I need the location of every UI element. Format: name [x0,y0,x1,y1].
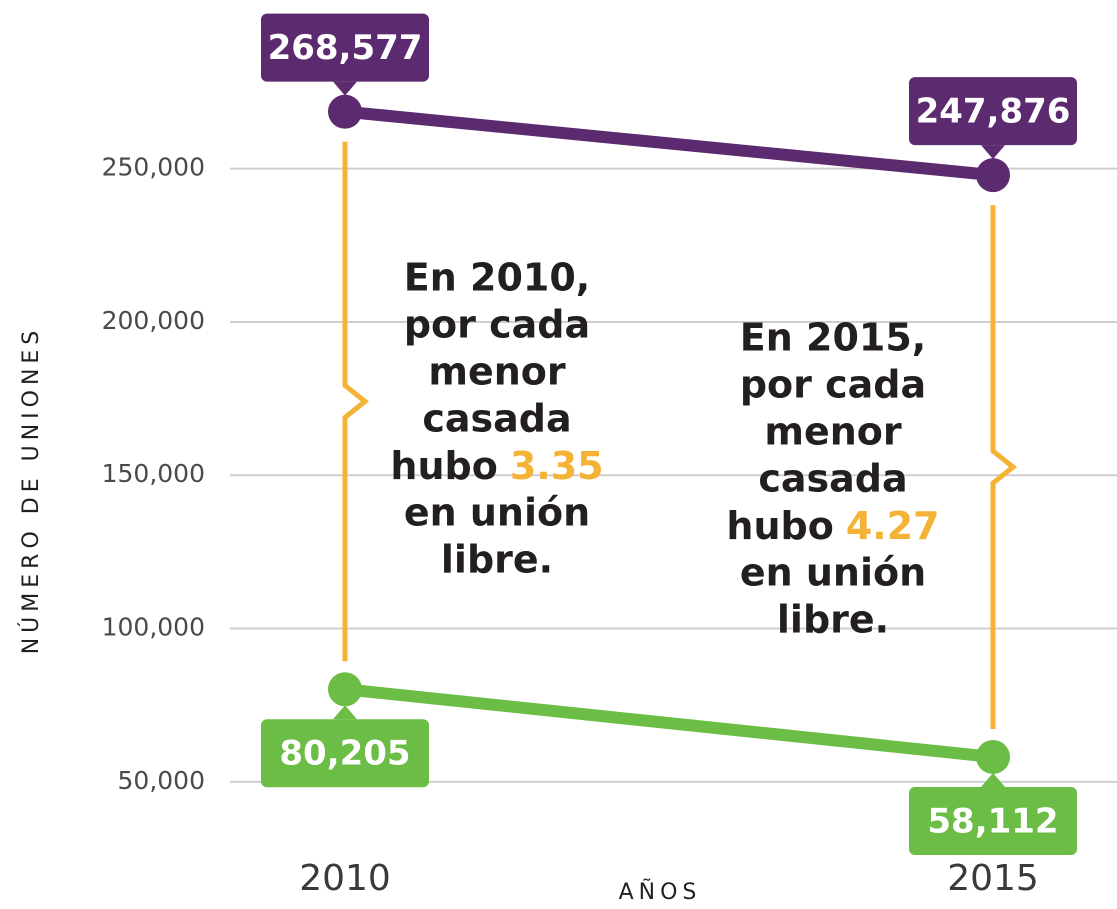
value-label-box [909,77,1077,146]
annotation-text: En 2015, [740,316,926,360]
point [976,739,1010,774]
y-axis-label: NÚMERO DE UNIONES [18,326,44,655]
annotation-text: libre. [777,598,889,642]
annotation-ratio-line: hubo 3.35 [390,444,603,488]
value-label-box [909,786,1077,855]
annotation-text: casada [758,457,907,501]
bracket [990,205,1018,729]
line [339,105,999,182]
value-label-box [261,13,429,82]
value-label-box [261,719,429,788]
annotation-text: hubo [390,444,497,488]
value-label-pointer [981,772,1005,787]
x-axis-label: AÑOS [619,878,702,905]
point [976,158,1010,193]
value-label-pointer [981,145,1005,160]
value-label-pointer [333,81,357,96]
point [328,672,362,707]
annotation-text: En 2010, [404,256,590,300]
annotation-text: menor [428,350,566,394]
annotation-text: por cada [740,363,926,407]
annotation-ratio: 4.27 [846,504,940,548]
value-label: 58,112 [927,801,1058,841]
annotation-text: en unión [740,551,926,595]
annotation-text: en unión [404,491,590,535]
annotation-text: libre. [441,538,553,582]
annotation-text: menor [764,410,902,454]
annotation-ratio-line: hubo 4.27 [726,504,939,548]
x-tick-label: 2015 [947,858,1039,899]
annotation-ratio: 3.35 [510,444,604,488]
annotation-text: por cada [404,303,590,347]
annotation-text: casada [422,397,571,441]
y-tick-label: 200,000 [102,306,205,335]
x-tick-label: 2010 [299,858,391,899]
bracket [342,141,370,662]
y-tick-label: 150,000 [102,459,205,488]
point [328,94,362,129]
value-label: 80,205 [279,734,410,774]
y-tick-label: 250,000 [102,153,205,182]
annotation-text: hubo [726,504,833,548]
value-label: 268,577 [268,28,423,68]
line [339,683,999,763]
y-tick-label: 50,000 [118,766,205,795]
value-label-pointer [333,705,357,720]
y-tick-label: 100,000 [102,613,205,642]
value-label: 247,876 [916,92,1071,132]
